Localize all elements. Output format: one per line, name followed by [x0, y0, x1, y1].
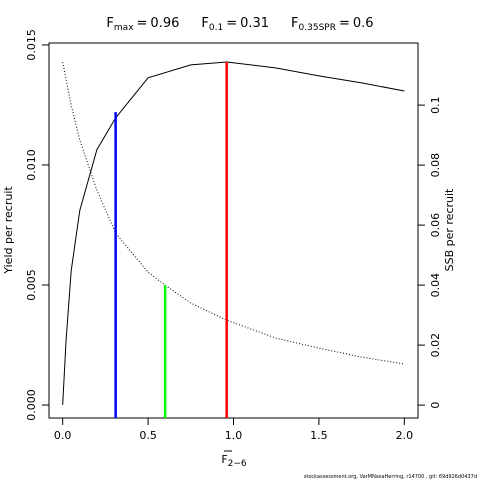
title-value: 0.6: [353, 16, 374, 31]
title-symbol: F: [201, 16, 208, 31]
y2-axis-label: SSB per recruit: [443, 188, 456, 271]
title-subscript: 0.35SPR: [299, 23, 336, 33]
y2-tick-label: 0.02: [429, 333, 442, 358]
x-label-subscript: 2−6: [228, 459, 247, 469]
chart-title: Fmax = 0.96 F0.1 = 0.31 F0.35SPR = 0.6: [106, 16, 373, 33]
title-subscript: 0.1: [209, 23, 223, 33]
x-label-symbol: F: [221, 453, 227, 466]
title-symbol: F: [106, 16, 113, 31]
y2-tick-label: 0.1: [429, 96, 442, 114]
title-relation: =: [137, 16, 148, 31]
series-line: [62, 62, 405, 365]
title-relation: =: [226, 16, 237, 31]
y2-tick-label: 0.08: [429, 153, 442, 178]
y-tick-label: 0.000: [25, 389, 38, 421]
x-tick-label: 0.0: [54, 429, 72, 442]
x-tick-label: 2.0: [396, 429, 414, 442]
y2-tick-label: 0.06: [429, 213, 442, 238]
x-tick-label: 1.5: [310, 429, 328, 442]
x-tick-label: 1.0: [225, 429, 243, 442]
title-relation: =: [339, 16, 350, 31]
title-value: 0.96: [150, 16, 179, 31]
plot-frame: [48, 42, 419, 419]
title-value: 0.31: [240, 16, 269, 31]
footer: stockassessment.org, VarMNseaHerring, r1…: [304, 474, 477, 480]
series-line: [62, 61, 405, 406]
title-subscript: max: [114, 23, 134, 33]
y-tick-label: 0.015: [25, 29, 38, 61]
y2-tick-label: 0: [429, 402, 442, 409]
x-tick-label: 0.5: [139, 429, 157, 442]
y2-tick-label: 0.04: [429, 273, 442, 298]
title-symbol: F: [291, 16, 298, 31]
y-axis-label: Yield per recruit: [2, 186, 15, 275]
y-tick-label: 0.010: [25, 149, 38, 181]
x-axis-label: F2−6: [221, 453, 247, 469]
y-tick-label: 0.005: [25, 269, 38, 301]
